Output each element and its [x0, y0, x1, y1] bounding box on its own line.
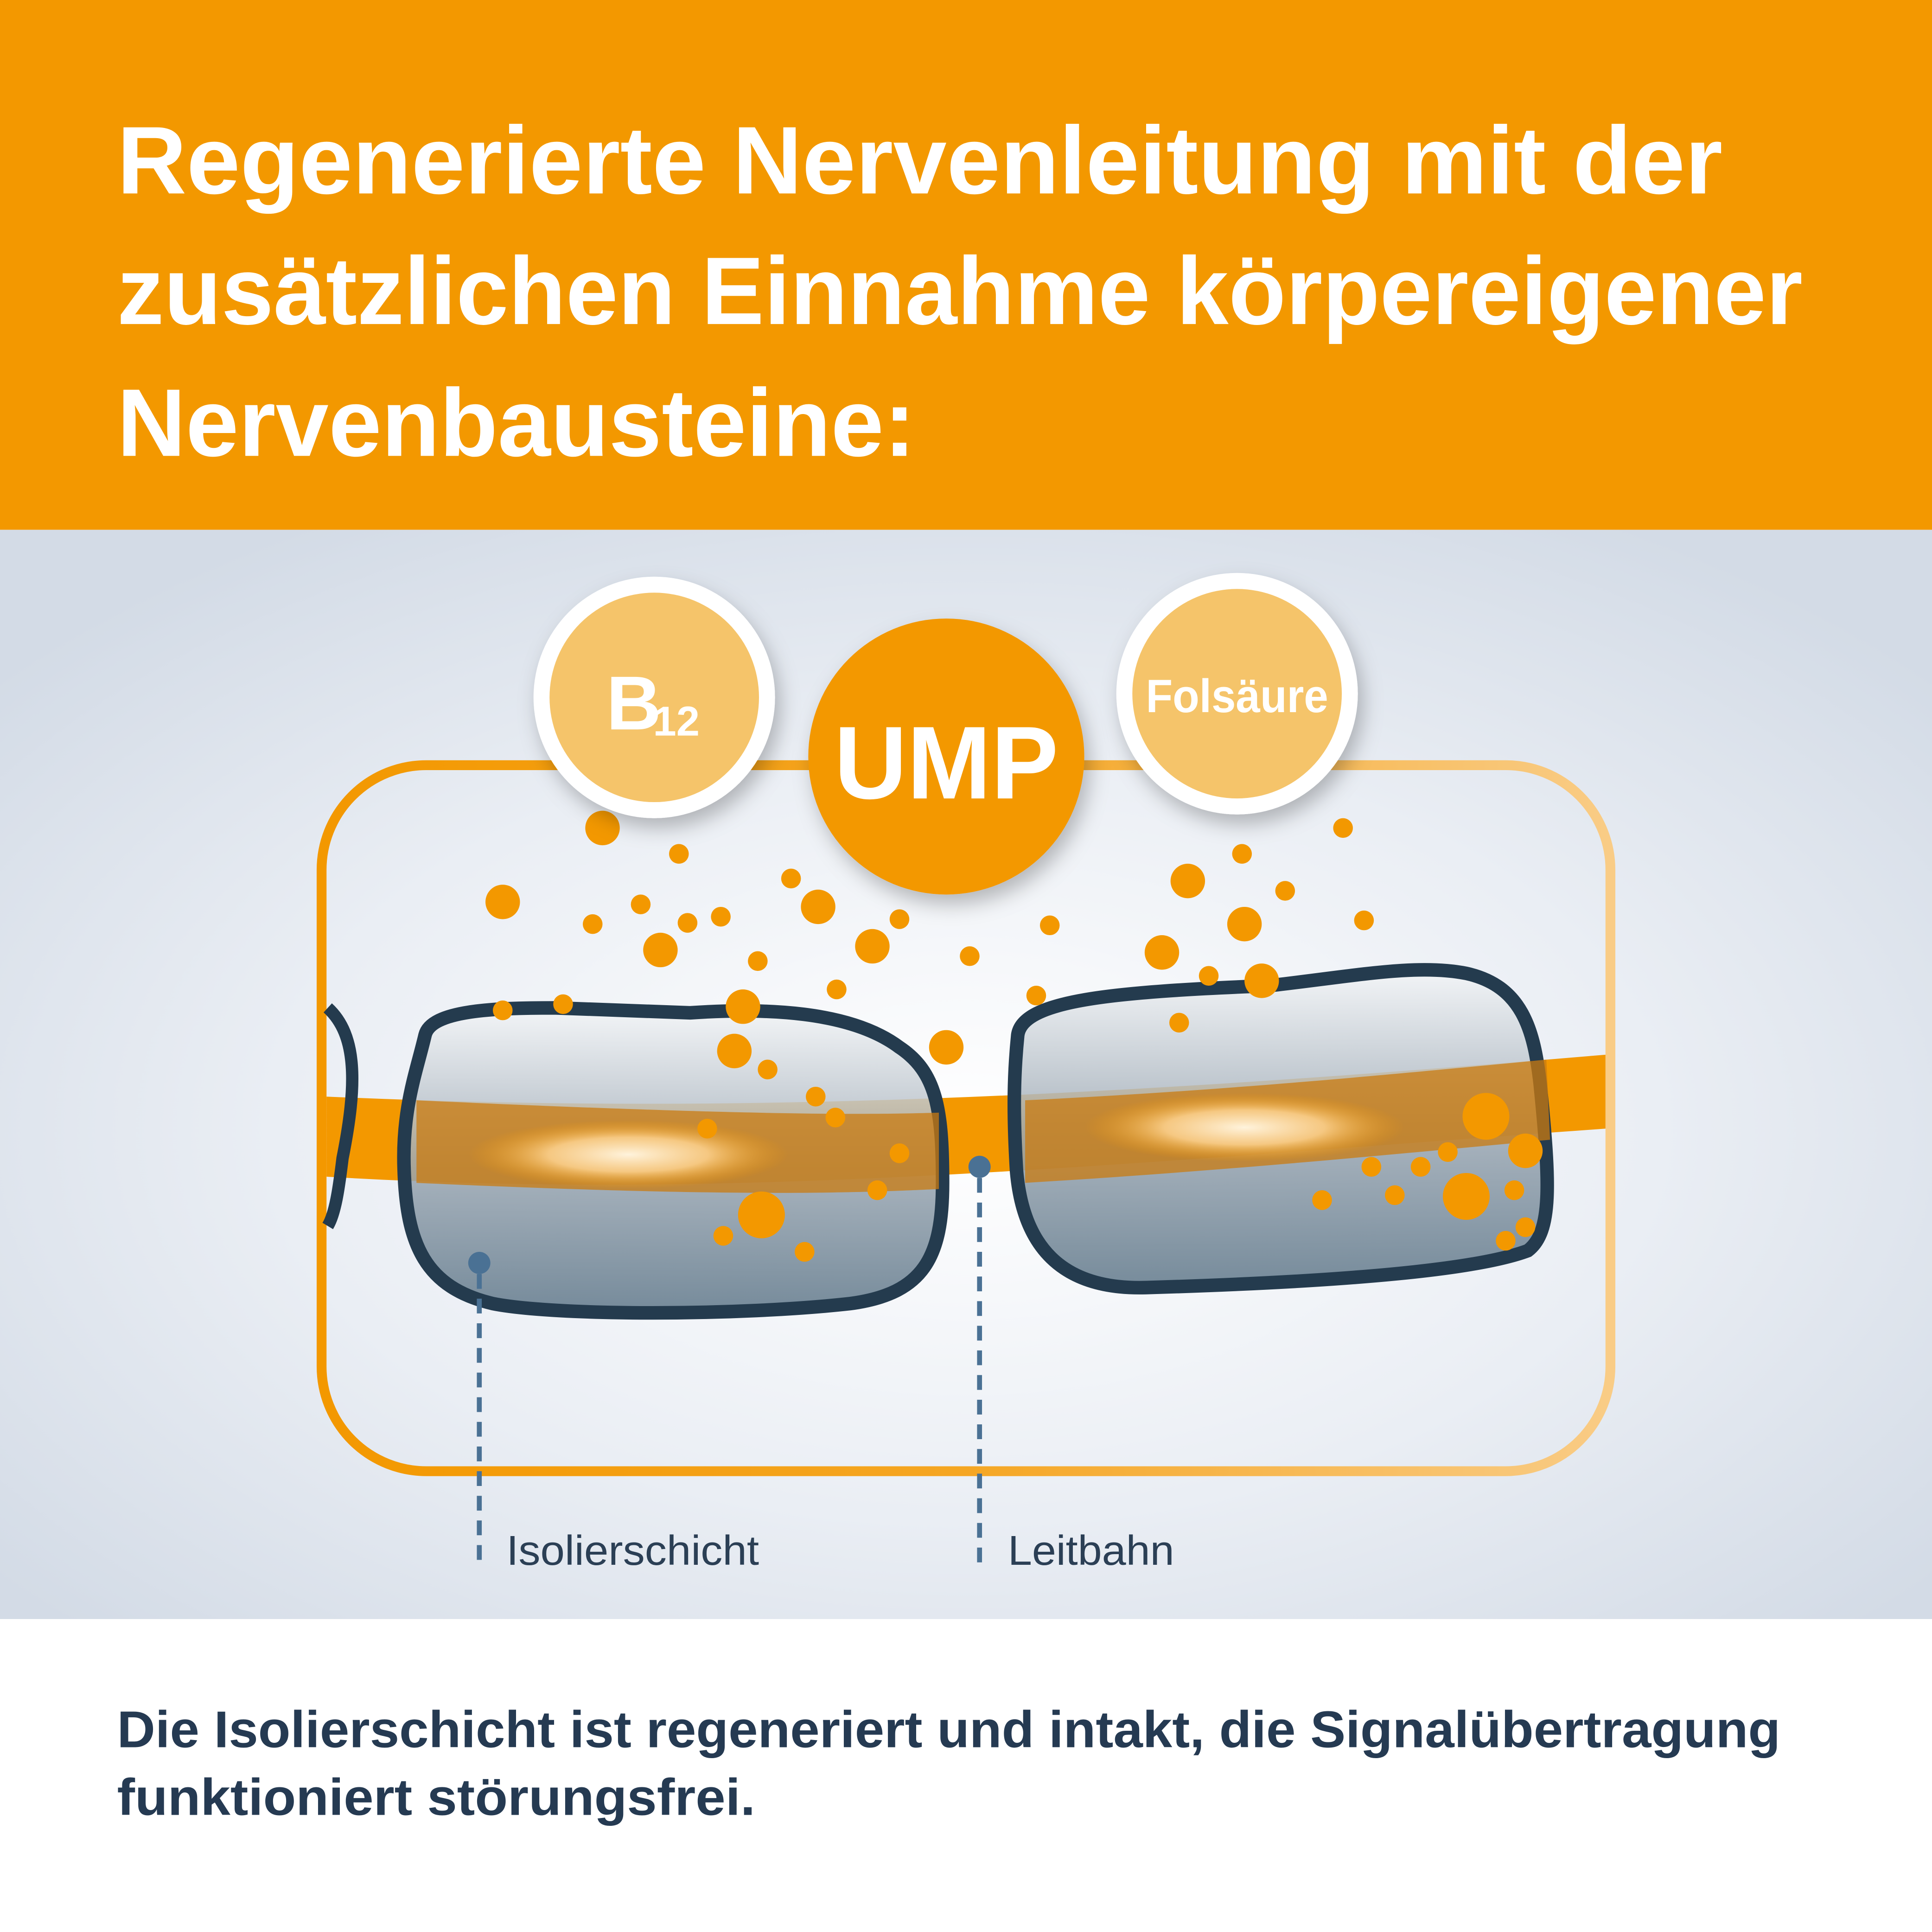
particle-dot: [1361, 1157, 1382, 1177]
particle-dot: [806, 1086, 826, 1107]
particle-dot: [1312, 1190, 1332, 1210]
b12-label: B: [606, 660, 662, 746]
title-line-2: zusätzlichen Einnahme körpereigener: [117, 237, 1802, 344]
badge-folsaeure: [1116, 573, 1358, 815]
conduction-label: Leitbahn: [1008, 1527, 1174, 1574]
particle-dot: [1496, 1231, 1516, 1251]
particle-dot: [585, 810, 620, 846]
particle-dot: [825, 1108, 846, 1128]
title-line-3: Nervenbausteine:: [117, 369, 915, 476]
particle-dot: [1515, 1217, 1536, 1237]
particle-dot: [1442, 1173, 1490, 1220]
particle-dot: [929, 1030, 964, 1065]
badge-ump: [808, 618, 1084, 895]
insulation-marker: [468, 1252, 491, 1562]
caption-line-2: funktioniert störungsfrei.: [117, 1768, 755, 1826]
b12-subscript: 12: [653, 698, 700, 745]
particle-dot: [1232, 844, 1252, 864]
particle-dot: [1504, 1180, 1524, 1200]
title-line-1: Regenerierte Nervenleitung mit der: [117, 106, 1722, 214]
partial-segment: [322, 1003, 359, 1230]
particle-dot: [677, 913, 698, 933]
particle-dot: [493, 1000, 513, 1020]
particle-dot: [855, 929, 890, 964]
particle-dot: [631, 894, 651, 914]
particle-dot: [583, 914, 603, 934]
particle-dot: [1462, 1093, 1510, 1140]
particle-dot: [889, 1143, 910, 1163]
particle-dot: [867, 1180, 887, 1200]
particle-dot: [669, 844, 689, 864]
particle-dot: [889, 909, 910, 929]
particle-dot: [827, 979, 847, 1000]
header-band: [0, 0, 1932, 530]
insulation-segment-left: [397, 1001, 950, 1320]
caption-area: [0, 1619, 1932, 1932]
badge-b12: [533, 576, 775, 818]
particle-dot: [1227, 906, 1262, 942]
particle-dot: [711, 906, 731, 927]
insulation-label: Isolierschicht: [506, 1527, 759, 1574]
particle-dot: [748, 951, 768, 971]
folsaeure-label: Folsäure: [1146, 670, 1328, 722]
particle-dot: [781, 868, 801, 889]
particle-dot: [713, 1226, 733, 1246]
particle-dot: [1170, 863, 1205, 899]
particle-dot: [1199, 966, 1219, 986]
particle-dot: [726, 989, 760, 1024]
particle-dot: [697, 1119, 717, 1139]
particle-dot: [1508, 1133, 1543, 1168]
particle-dot: [738, 1191, 785, 1238]
particle-dot: [1244, 963, 1279, 998]
particle-dot: [801, 889, 835, 925]
particle-dot: [643, 932, 678, 968]
conduction-marker: [968, 1155, 991, 1562]
particle-dot: [960, 946, 980, 966]
particle-dot: [1333, 818, 1353, 838]
particle-dot: [1169, 1013, 1189, 1033]
caption-line-1: Die Isolierschicht ist regeneriert und i…: [117, 1700, 1780, 1758]
particle-dot: [1039, 915, 1060, 936]
particle-dot: [553, 994, 573, 1014]
particle-dot: [1410, 1157, 1431, 1177]
ump-label: UMP: [834, 705, 1058, 821]
particle-dot: [795, 1242, 815, 1262]
particle-dot: [758, 1059, 778, 1079]
particle-dot: [1144, 935, 1180, 970]
particle-dot: [1385, 1185, 1405, 1205]
particle-dot: [1438, 1142, 1458, 1162]
particle-dot: [717, 1033, 752, 1069]
nutrient-particles: [485, 810, 1543, 1262]
particle-dot: [1354, 910, 1374, 931]
particle-dot: [1026, 986, 1046, 1006]
particle-dot: [1275, 881, 1295, 901]
particle-dot: [485, 885, 520, 919]
